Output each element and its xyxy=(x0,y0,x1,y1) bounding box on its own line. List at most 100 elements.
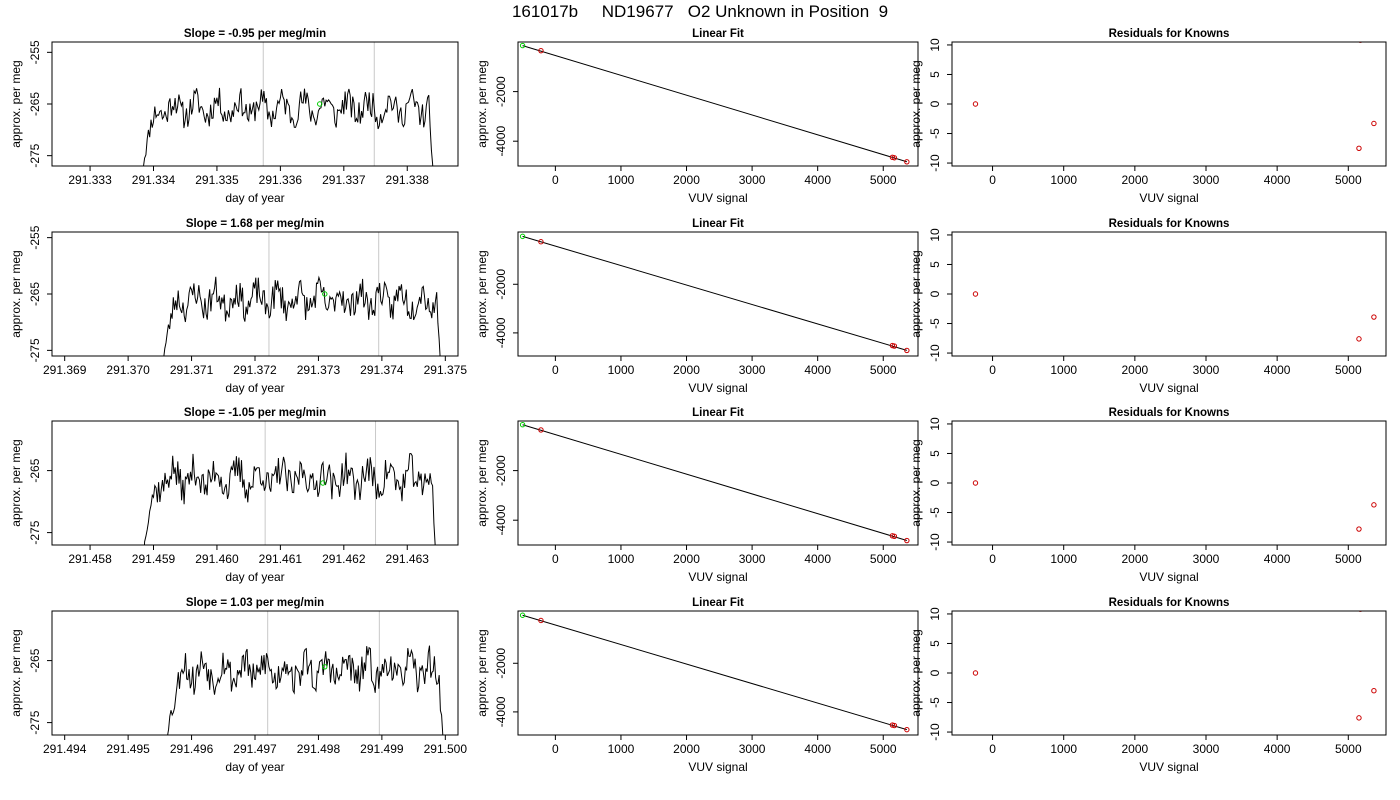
x-axis-label: VUV signal xyxy=(688,381,747,395)
known-point xyxy=(891,722,898,729)
unknown-point xyxy=(519,233,526,240)
known-point xyxy=(891,343,898,349)
panel-title: Residuals for Knowns xyxy=(1109,597,1230,609)
x-tick-label: 291.498 xyxy=(297,742,341,756)
known-point xyxy=(904,347,910,354)
x-tick-label: 3000 xyxy=(1193,363,1220,377)
x-tick-label: 291.458 xyxy=(68,552,112,566)
y-axis-label: approx. per meg xyxy=(475,439,489,526)
x-tick-label: 291.337 xyxy=(322,173,366,187)
panel-timeseries-row3: Slope = -1.05 per meg/min 291.458 291.459 2… xyxy=(9,407,459,584)
x-tick-label: 291.463 xyxy=(386,552,430,566)
x-axis-label: day of year xyxy=(225,381,284,395)
x-tick-label: 5000 xyxy=(870,552,897,566)
x-axis-label: day of year xyxy=(225,191,284,205)
y-tick-label: -275 xyxy=(28,143,42,167)
x-tick-label: 291.335 xyxy=(195,173,239,187)
x-tick-label: 2000 xyxy=(1121,742,1148,756)
x-tick-label: 291.373 xyxy=(297,363,341,377)
known-point xyxy=(538,47,544,54)
x-tick-label: 1000 xyxy=(608,742,635,756)
y-tick-label: -2000 xyxy=(494,269,508,300)
panel-title: Linear Fit xyxy=(692,28,744,40)
x-tick-label: 291.336 xyxy=(259,173,303,187)
y-tick-label: -265 xyxy=(28,92,42,116)
known-point xyxy=(1371,688,1377,694)
y-tick-label: -2000 xyxy=(494,648,508,679)
x-tick-label: 291.372 xyxy=(233,363,277,377)
y-tick-label: 0 xyxy=(928,100,942,107)
x-tick-label: 3000 xyxy=(1193,552,1220,566)
y-tick-label: -5 xyxy=(928,697,942,708)
known-point xyxy=(1356,145,1362,151)
y-tick-label: -265 xyxy=(28,282,42,306)
x-tick-label: 5000 xyxy=(1335,552,1362,566)
plot-area xyxy=(519,233,910,354)
plot-frame xyxy=(51,420,459,546)
known-point xyxy=(538,239,544,245)
x-tick-label: 4000 xyxy=(1264,363,1291,377)
y-tick-label: -4000 xyxy=(494,505,508,536)
figure-title: 161017b ND19677 O2 Unknown in Position 9 xyxy=(511,2,889,21)
x-tick-label: 291.461 xyxy=(259,552,303,566)
unknown-marker xyxy=(317,101,323,107)
x-tick-label: 291.462 xyxy=(322,552,366,566)
x-tick-label: 3000 xyxy=(1193,173,1220,187)
unknown-marker xyxy=(322,291,328,297)
y-tick-label: 5 xyxy=(928,640,942,647)
x-tick-label: 4000 xyxy=(804,173,831,187)
known-point xyxy=(891,155,898,161)
y-tick-label: -4000 xyxy=(494,696,508,727)
y-tick-label: -10 xyxy=(928,344,942,362)
plot-area xyxy=(143,421,436,545)
panel-title: Linear Fit xyxy=(692,407,744,419)
x-tick-label: 5000 xyxy=(1335,173,1362,187)
y-axis-label: approx. per meg xyxy=(9,250,23,337)
plot-frame xyxy=(517,231,919,357)
plot-area xyxy=(519,612,910,733)
x-axis-label: VUV signal xyxy=(688,191,747,205)
x-axis-label: VUV signal xyxy=(1139,760,1198,774)
x-tick-label: 291.499 xyxy=(360,742,404,756)
x-tick-label: 5000 xyxy=(1335,363,1362,377)
y-axis-label: approx. per meg xyxy=(475,60,489,147)
x-tick-label: 291.370 xyxy=(106,363,150,377)
x-tick-label: 2000 xyxy=(673,363,700,377)
y-axis-label: approx. per meg xyxy=(475,629,489,716)
y-tick-label: -275 xyxy=(28,710,42,734)
plot-area xyxy=(972,611,1377,721)
x-tick-label: 291.459 xyxy=(132,552,176,566)
panel-fit-row4: Linear Fit 0 1000 2000 3000 4000 5000 -2000 -400… xyxy=(475,597,919,774)
y-axis-label: approx. per meg xyxy=(909,439,923,526)
panel-title: Slope = 1.68 per meg/min xyxy=(186,218,324,230)
x-tick-label: 0 xyxy=(552,552,559,566)
x-axis-label: day of year xyxy=(225,570,284,584)
y-tick-label: -2000 xyxy=(494,455,508,486)
panel-title: Residuals for Knowns xyxy=(1109,218,1230,230)
x-tick-label: 4000 xyxy=(804,552,831,566)
plot-area xyxy=(519,42,910,165)
x-tick-label: 1000 xyxy=(1050,742,1077,756)
x-tick-label: 5000 xyxy=(870,173,897,187)
y-axis-label: approx. per meg xyxy=(909,250,923,337)
panel-resid-row4: Residuals for Knowns 0 1000 2000 3000 4000 500… xyxy=(909,597,1387,774)
y-tick-label: 0 xyxy=(928,669,942,676)
y-tick-label: -10 xyxy=(928,723,942,741)
y-tick-label: -5 xyxy=(928,507,942,518)
unknown-point xyxy=(519,42,526,49)
known-point xyxy=(1371,314,1377,320)
known-point xyxy=(1371,502,1377,508)
x-tick-label: 291.494 xyxy=(43,742,87,756)
panel-resid-row2: Residuals for Knowns 0 1000 2000 3000 4000 500… xyxy=(909,218,1387,395)
y-tick-label: 5 xyxy=(928,71,942,78)
known-point xyxy=(538,617,544,624)
x-tick-label: 291.375 xyxy=(424,363,468,377)
panel-fit-row2: Linear Fit 0 1000 2000 3000 4000 5000 -2000 -400… xyxy=(475,218,919,395)
x-axis-label: day of year xyxy=(225,760,284,774)
x-tick-label: 291.460 xyxy=(195,552,239,566)
x-tick-label: 1000 xyxy=(608,363,635,377)
plot-area xyxy=(972,480,1377,532)
y-tick-label: 0 xyxy=(928,290,942,297)
x-tick-label: 291.500 xyxy=(424,742,468,756)
x-tick-label: 291.371 xyxy=(170,363,214,377)
